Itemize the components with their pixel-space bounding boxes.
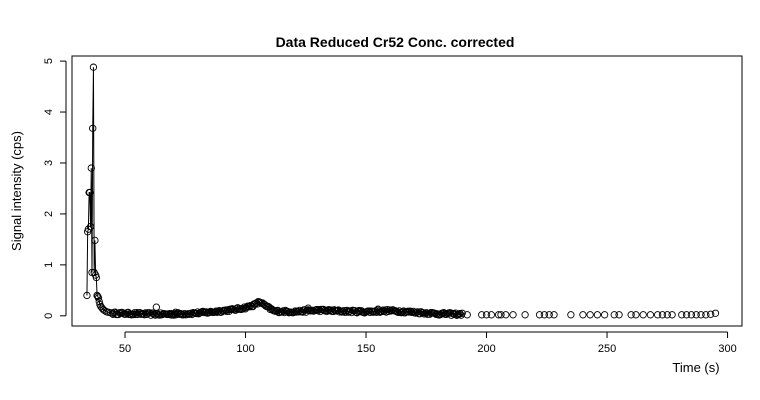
data-series	[83, 63, 720, 319]
sparse-point	[600, 311, 609, 319]
sparse-point	[535, 311, 544, 319]
sparse-point	[494, 311, 503, 319]
sparse-point	[711, 309, 720, 317]
sparse-point	[567, 311, 575, 319]
sparse-point	[702, 311, 710, 319]
baseline-point	[192, 309, 201, 318]
sparse-point	[697, 311, 705, 319]
sparse-point	[658, 311, 667, 319]
sparse-point	[593, 311, 602, 319]
peak-point	[89, 63, 98, 71]
baseline-point	[414, 308, 422, 316]
axes: 50 100 150 200 250 300 0 1 2 3 4 5	[43, 58, 737, 355]
sparse-point	[668, 311, 676, 319]
sparse-point	[497, 311, 505, 319]
sparse-point	[639, 311, 647, 319]
outlier-point	[304, 304, 312, 312]
outlier-point	[374, 305, 382, 313]
peak-point	[88, 268, 96, 277]
baseline-point	[458, 309, 466, 317]
peak-point	[86, 188, 94, 197]
sparse-point	[663, 311, 671, 319]
sparse-point	[502, 311, 510, 319]
peak-point	[84, 225, 93, 233]
sparse-point	[545, 311, 553, 319]
outlier-point	[152, 303, 161, 311]
sparse-point	[653, 311, 662, 319]
sparse-point	[487, 311, 496, 319]
peak-point	[83, 291, 91, 300]
baseline-point	[119, 309, 127, 317]
sparse-point	[509, 311, 517, 319]
baseline-point	[227, 305, 235, 313]
y-tick-label: 5	[43, 58, 55, 64]
peak-point	[89, 124, 97, 132]
y-tick-label: 3	[43, 160, 55, 166]
sparse-point	[646, 311, 655, 319]
y-tick-label: 4	[43, 109, 55, 115]
sparse-point	[540, 311, 549, 319]
peak-point	[92, 273, 100, 282]
sparse-point	[550, 311, 558, 319]
peak-point	[98, 304, 106, 312]
x-tick-label: 300	[718, 343, 736, 355]
baseline-point	[213, 308, 221, 317]
sparse-point	[586, 311, 594, 319]
sparse-point	[678, 311, 686, 319]
sparse-point	[707, 310, 715, 318]
peak-point	[95, 297, 103, 306]
x-tick-label: 100	[236, 343, 254, 355]
sparse-point	[610, 311, 618, 319]
sparse-point	[482, 311, 491, 319]
sparse-point	[627, 311, 635, 319]
x-tick-label: 150	[357, 343, 375, 355]
sparse-point	[615, 311, 623, 319]
x-tick-label: 200	[477, 343, 495, 355]
baseline-point	[404, 307, 412, 315]
peak-point	[86, 223, 95, 231]
plot-frame	[71, 55, 743, 327]
chart-title: Data Reduced Cr52 Conc. corrected	[276, 34, 515, 50]
outlier-point	[171, 308, 180, 316]
baseline-point	[388, 307, 396, 315]
sparse-point	[579, 311, 587, 319]
peak-point	[87, 164, 95, 172]
x-axis-label: Time (s)	[672, 360, 719, 375]
sparse-point	[521, 311, 529, 319]
sparse-point	[632, 311, 640, 319]
sparse-point	[463, 311, 471, 319]
baseline-point	[149, 309, 157, 317]
x-tick-label: 250	[598, 343, 616, 355]
sparse-point	[687, 311, 696, 319]
y-tick-label: 0	[43, 313, 55, 319]
peak-point	[91, 236, 99, 245]
baseline-point	[109, 310, 117, 318]
y-tick-label: 1	[43, 262, 55, 268]
peak-point	[94, 294, 103, 302]
baseline-point	[217, 308, 226, 316]
sparse-point	[478, 311, 486, 319]
x-tick-label: 50	[119, 343, 131, 355]
y-tick-label: 2	[43, 211, 55, 217]
sparse-point	[692, 311, 700, 319]
y-axis-label: Signal intensity (cps)	[9, 131, 24, 251]
sparse-point	[682, 311, 691, 319]
